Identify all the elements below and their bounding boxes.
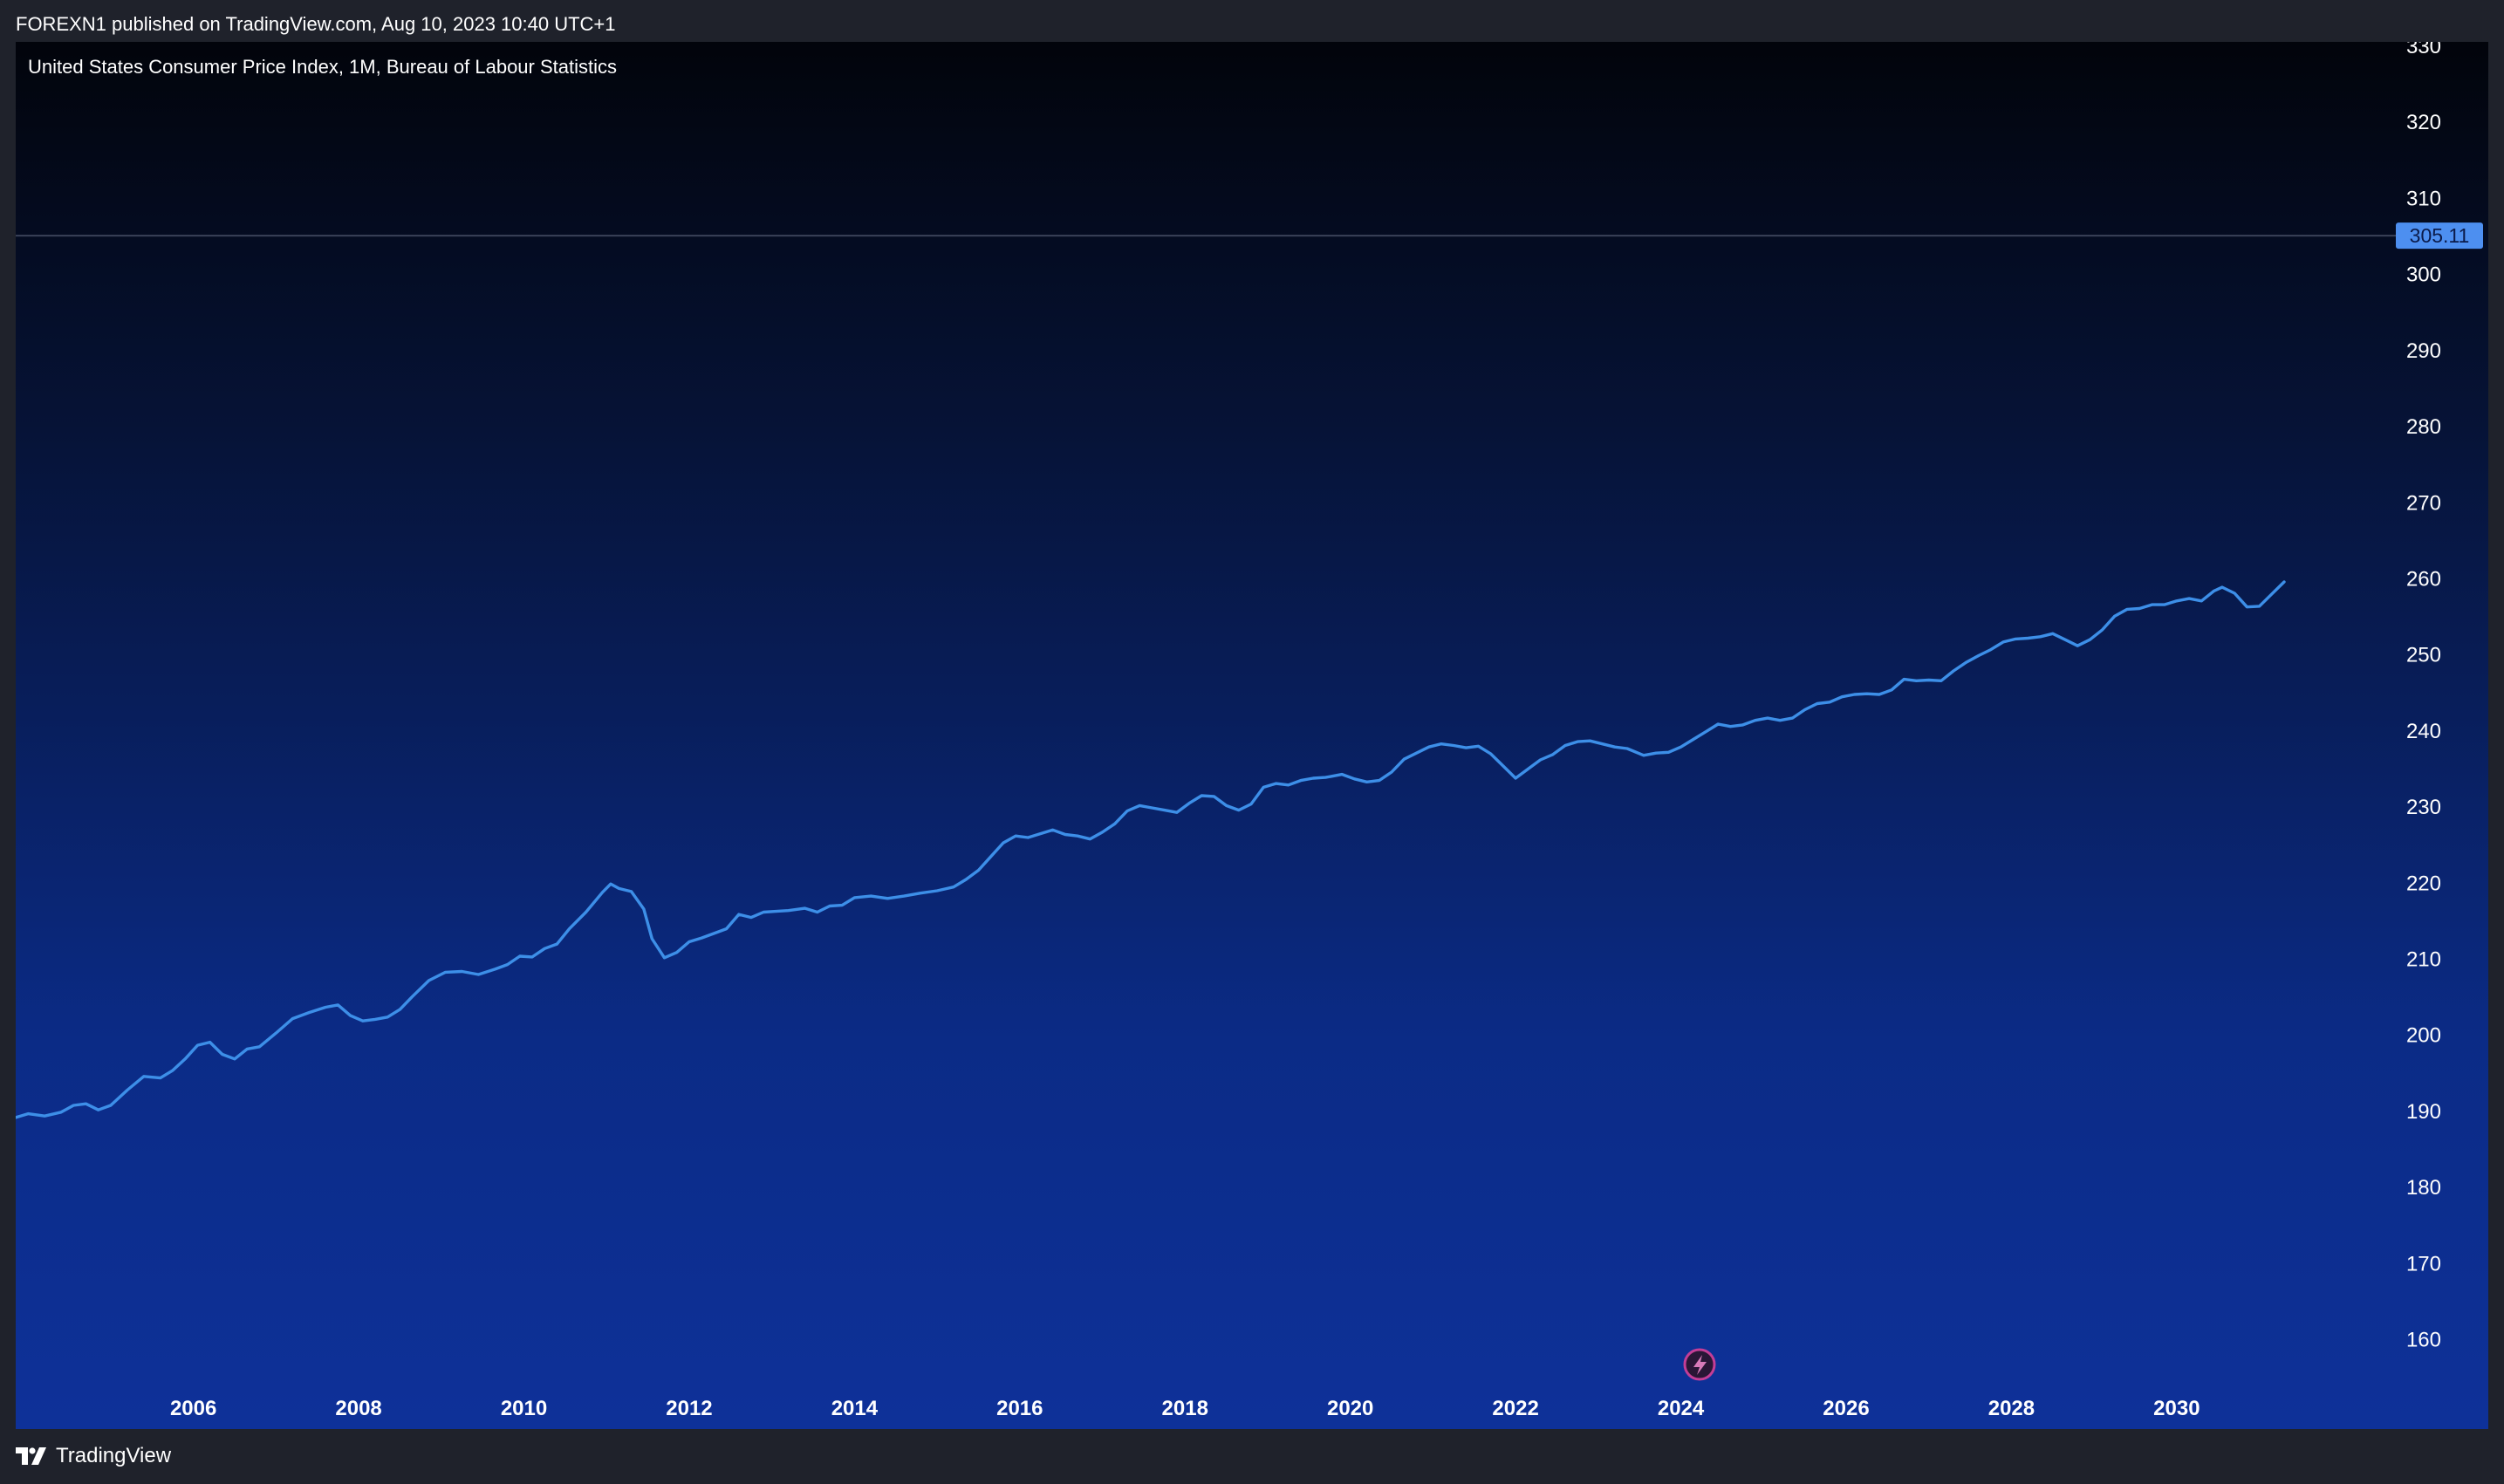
- y-tick-label: 300: [2406, 263, 2441, 287]
- y-tick-label: 170: [2406, 1252, 2441, 1275]
- y-tick-label: 250: [2406, 644, 2441, 667]
- chart-canvas[interactable]: 160 170 180 190 200 210 220 230 240 250 260 270 280 2…: [16, 42, 2488, 1429]
- x-tick-label: 2016: [996, 1397, 1043, 1420]
- lightning-icon: [1693, 1355, 1707, 1375]
- y-tick-label: 210: [2406, 948, 2441, 972]
- y-tick-label: 290: [2406, 339, 2441, 363]
- x-tick-label: 2022: [1492, 1397, 1538, 1420]
- y-tick-label: 330: [2406, 42, 2441, 58]
- x-tick-label: 2006: [170, 1397, 216, 1420]
- x-tick-label: 2024: [1658, 1397, 1705, 1420]
- x-tick-label: 2014: [831, 1397, 879, 1420]
- x-tick-label: 2030: [2153, 1397, 2200, 1420]
- y-tick-label: 160: [2406, 1329, 2441, 1352]
- x-tick-label: 2008: [335, 1397, 381, 1420]
- footer-brand-label: TradingView: [56, 1444, 172, 1467]
- y-tick-label: 270: [2406, 491, 2441, 515]
- x-tick-label: 2028: [1988, 1397, 2035, 1420]
- series-line-0: [16, 580, 2286, 1119]
- x-tick-label: 2018: [1162, 1397, 1208, 1420]
- event-badge[interactable]: [1683, 1348, 1716, 1381]
- y-tick-label: 320: [2406, 111, 2441, 134]
- y-tick-label: 240: [2406, 720, 2441, 743]
- x-tick-label: 2012: [666, 1397, 712, 1420]
- x-tick-label: 2010: [501, 1397, 547, 1420]
- x-tick-label: 2026: [1823, 1397, 1869, 1420]
- y-tick-label: 190: [2406, 1100, 2441, 1124]
- y-tick-label: 180: [2406, 1176, 2441, 1200]
- series-layer: [16, 580, 2286, 1119]
- footer-brand[interactable]: TradingView: [16, 1441, 171, 1471]
- y-tick-label: 280: [2406, 415, 2441, 439]
- y-tick-label: 220: [2406, 872, 2441, 895]
- y-axis: 160 170 180 190 200 210 220 230 240 250 260 270 280 2…: [2406, 42, 2441, 1352]
- tradingview-logo-icon: [16, 1447, 46, 1465]
- x-axis: 2006 2008 2010 2012 2014 2016 2018 2020 2022 2024…: [170, 1397, 2200, 1420]
- last-value-badge: 305.11: [2396, 222, 2483, 250]
- x-tick-label: 2020: [1327, 1397, 1373, 1420]
- y-tick-label: 260: [2406, 567, 2441, 591]
- last-value-label: 305.11: [2410, 224, 2470, 247]
- last-value-label-bg: [2396, 222, 2483, 250]
- y-tick-label: 230: [2406, 796, 2441, 819]
- published-header: FOREXN1 published on TradingView.com, Au…: [16, 13, 616, 35]
- chart-panel[interactable]: 160 170 180 190 200 210 220 230 240 250 260 270 280 2…: [16, 42, 2488, 1429]
- y-tick-label: 200: [2406, 1024, 2441, 1048]
- chart-title: United States Consumer Price Index, 1M, …: [28, 56, 617, 78]
- y-tick-label: 310: [2406, 187, 2441, 210]
